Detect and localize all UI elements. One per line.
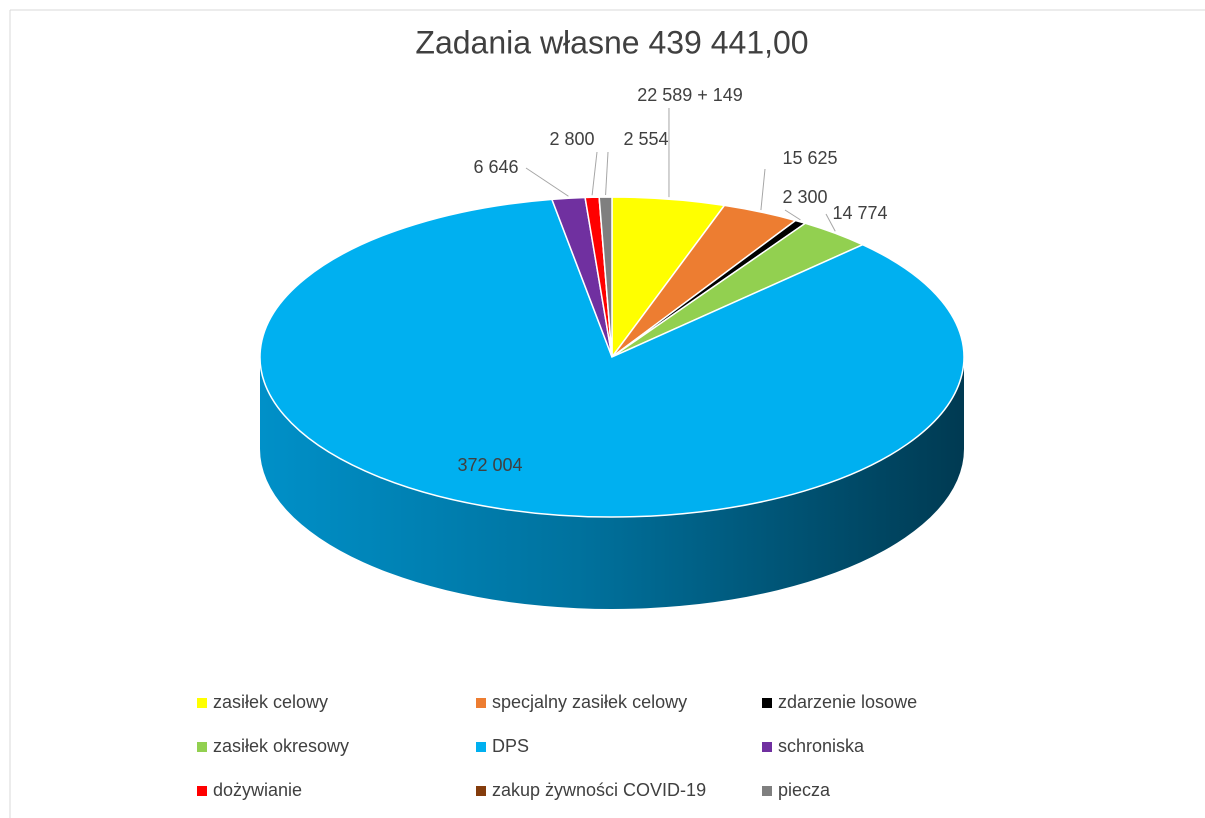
legend-swatch: [197, 786, 207, 796]
pie-side: [260, 357, 964, 609]
legend-label: dożywianie: [213, 780, 302, 800]
legend-swatch: [476, 786, 486, 796]
legend-label: zasiłek celowy: [213, 692, 328, 712]
leader-line: [591, 151, 598, 196]
leader-line: [525, 167, 569, 197]
data-label: 14 774: [832, 203, 887, 223]
legend-label: zasiłek okresowy: [213, 736, 349, 756]
legend-label: schroniska: [778, 736, 865, 756]
leader-line: [605, 151, 609, 196]
pie-slice: [259, 198, 965, 518]
legend-swatch: [476, 698, 486, 708]
legend-label: DPS: [492, 736, 529, 756]
legend-swatch: [197, 698, 207, 708]
data-label: 2 554: [623, 129, 668, 149]
legend-swatch: [762, 742, 772, 752]
data-label: 2 300: [782, 187, 827, 207]
legend-swatch: [197, 742, 207, 752]
pie-slice: [598, 196, 613, 358]
data-label: 2 800: [549, 129, 594, 149]
data-label: 15 625: [782, 148, 837, 168]
leader-line: [760, 168, 766, 211]
legend-label: specjalny zasiłek celowy: [492, 692, 687, 712]
legend-swatch: [476, 742, 486, 752]
legend-swatch: [762, 698, 772, 708]
legend-label: piecza: [778, 780, 831, 800]
legend-swatch: [762, 786, 772, 796]
leader-line: [784, 209, 801, 221]
legend-label: zakup żywności COVID-19: [492, 780, 706, 800]
leader-line: [825, 213, 836, 232]
data-label: 372 004: [457, 455, 522, 475]
chart-title: Zadania własne 439 441,00: [415, 24, 808, 60]
legend-label: zdarzenie losowe: [778, 692, 917, 712]
data-label: 6 646: [473, 157, 518, 177]
data-label: 22 589 + 149: [637, 85, 743, 105]
